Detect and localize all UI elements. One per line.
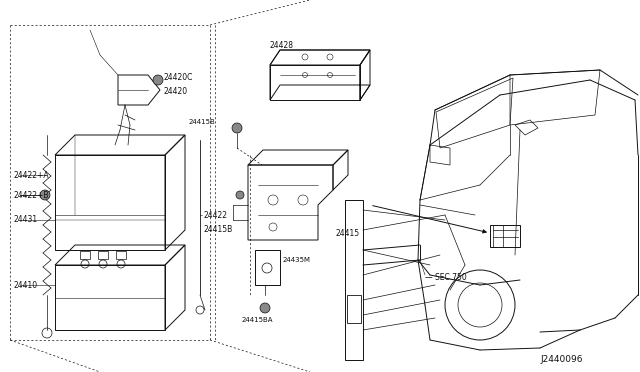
Circle shape [153,75,163,85]
Bar [80,251,90,259]
Text: 24415BA: 24415BA [242,317,273,323]
Text: 24415: 24415 [336,228,360,237]
Text: 24410: 24410 [14,280,38,289]
Circle shape [40,190,50,200]
Bar [347,295,361,323]
Text: 24420: 24420 [163,87,187,96]
Circle shape [260,303,270,313]
Text: 24431: 24431 [14,215,38,224]
Text: 24422+B: 24422+B [14,190,49,199]
Text: 24422: 24422 [203,211,227,219]
Bar [116,251,126,259]
Circle shape [236,191,244,199]
Text: 24415B: 24415B [203,225,232,234]
Text: 24428: 24428 [270,41,294,49]
Text: 24420C: 24420C [163,74,193,83]
Text: 24415B: 24415B [188,119,215,125]
Text: 24422+A: 24422+A [14,170,50,180]
Bar [490,225,520,247]
Bar [98,251,108,259]
Text: 24435M: 24435M [283,257,311,263]
Text: J2440096: J2440096 [540,356,582,365]
Text: — SEC.750: — SEC.750 [425,273,467,282]
Circle shape [232,123,242,133]
